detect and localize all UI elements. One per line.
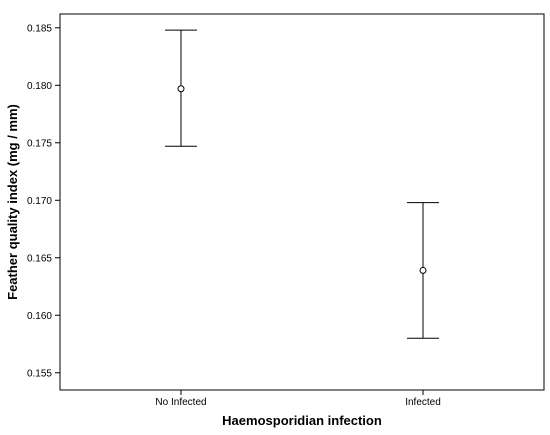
y-tick-label: 0.155 [27, 368, 52, 379]
plot-frame [59, 13, 545, 391]
mean-point [419, 266, 427, 274]
y-axis-title: Feather quality index (mg / mm) [5, 104, 20, 300]
x-tick-label: No Infected [155, 397, 206, 408]
x-axis: No Infected Infected [155, 390, 441, 408]
mean-point [177, 85, 185, 93]
y-tick-label: 0.180 [27, 81, 52, 92]
y-tick-label: 0.160 [27, 311, 52, 322]
x-tick-label: Infected [405, 397, 441, 408]
y-tick-label: 0.170 [27, 196, 52, 207]
y-tick-label: 0.175 [27, 138, 52, 149]
x-axis-title: Haemosporidian infection [222, 413, 382, 428]
y-axis: 0.155 0.160 0.165 0.170 0.175 0.180 0.185 [27, 23, 60, 379]
chart-marks [165, 29, 439, 339]
y-tick-label: 0.185 [27, 23, 52, 34]
y-tick-label: 0.165 [27, 253, 52, 264]
